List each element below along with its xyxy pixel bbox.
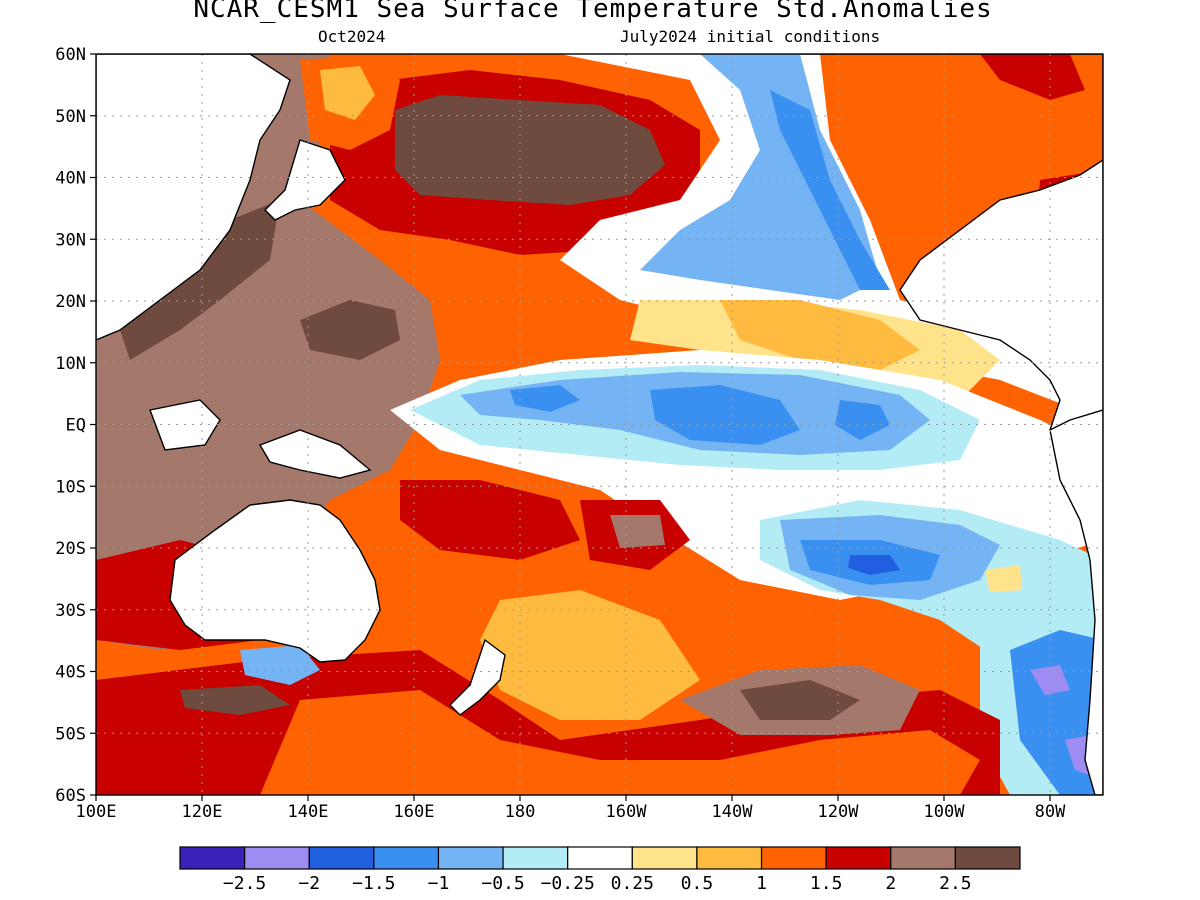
colorbar-label: −1.5	[352, 873, 395, 894]
colorbar: −2.5 −2 −1.5 −1 −0.5 −0.25 0.25 0.5 1 1.5 2 2.5	[179, 846, 1021, 894]
field-midsouth-red-1	[400, 480, 580, 560]
lat-tick-label: 40N	[55, 169, 86, 189]
land-south-america	[1049, 409, 1103, 795]
colorbar-swatch	[502, 846, 569, 870]
lat-tick-label: 30N	[55, 230, 86, 250]
field-west-darkbrown	[110, 200, 280, 360]
longitude-labels: 100E 120E 140E 160E 180 160W 140W 120W 100W 80W	[76, 795, 1066, 822]
field-japan-yellow	[320, 66, 375, 120]
colorbar-label: 0.25	[611, 873, 654, 894]
lat-tick-label: 50S	[55, 724, 86, 744]
field-eq-blue-2	[650, 385, 800, 445]
field-midsouth-brown	[610, 515, 665, 548]
lon-tick-label: 100E	[76, 802, 117, 822]
colorbar-swatch	[825, 846, 892, 870]
field-south-yellow	[480, 590, 700, 720]
land-asia	[96, 54, 291, 341]
lat-tick-label: 60S	[55, 786, 86, 806]
colorbar-label: −1	[428, 873, 450, 894]
lon-tick-label: 160E	[394, 802, 435, 822]
lon-tick-label: 120E	[182, 802, 223, 822]
colorbar-swatch	[308, 846, 375, 870]
colorbar-swatch	[760, 846, 827, 870]
colorbar-swatch	[567, 846, 633, 870]
land-australia	[169, 499, 381, 663]
colorbar-swatch	[631, 846, 698, 870]
lat-tick-label: EQ	[66, 416, 86, 436]
colorbar-label: 2	[885, 873, 896, 894]
colorbar-label: 1	[756, 873, 767, 894]
land-newzealand	[449, 638, 506, 716]
colorbar-swatch	[696, 846, 763, 870]
forecast-month: Oct2024	[318, 27, 386, 46]
lat-tick-label: 20S	[55, 539, 86, 559]
field-se-yellow	[985, 565, 1022, 592]
lat-tick-label: 50N	[55, 107, 86, 127]
lat-tick-label: 10N	[55, 354, 86, 374]
field-south-orange	[260, 690, 980, 795]
land-masses	[96, 54, 1103, 795]
lon-tick-label: 80W	[1035, 802, 1066, 822]
colorbar-swatch	[954, 846, 1021, 870]
land-newguinea	[258, 429, 372, 479]
map-title: NCAR_CESM1 Sea Surface Temperature Std.A…	[193, 0, 993, 24]
field-alaska-red	[980, 54, 1085, 100]
colorbar-label: 0.5	[681, 873, 714, 894]
colorbar-swatch	[373, 846, 440, 870]
field-northpacific-brown	[395, 95, 665, 205]
colorbar-swatch	[890, 846, 956, 870]
land-japan	[264, 139, 346, 221]
graticule	[96, 54, 1103, 795]
field-subtrop-orange	[720, 300, 920, 370]
initial-conditions-label: July2024 initial conditions	[620, 27, 881, 46]
colorbar-swatch	[437, 846, 504, 870]
colorbar-swatch	[244, 846, 310, 870]
lon-tick-label: 180	[505, 802, 536, 822]
lat-tick-label: 10S	[55, 477, 86, 497]
lat-tick-label: 30S	[55, 601, 86, 621]
field-ne-blue	[770, 90, 890, 290]
sst-anomaly-field	[96, 54, 1103, 795]
lat-tick-label: 20N	[55, 292, 86, 312]
field-south-brown-2	[740, 680, 860, 720]
lon-tick-label: 140W	[712, 802, 754, 822]
colorbar-label: −0.25	[541, 873, 595, 894]
field-south-brown-3	[180, 685, 290, 715]
field-chile-lilac	[1030, 665, 1103, 780]
lon-tick-label: 100W	[924, 802, 966, 822]
lon-tick-label: 140E	[288, 802, 329, 822]
colorbar-swatch	[179, 846, 246, 870]
lon-tick-label: 120W	[818, 802, 860, 822]
field-west-darkbrown-2	[300, 300, 400, 360]
colorbar-label: −0.5	[481, 873, 524, 894]
colorbar-label: −2.5	[223, 873, 266, 894]
colorbar-label: 1.5	[810, 873, 843, 894]
field-eq-blue-1	[510, 385, 580, 412]
field-aus-blue	[240, 645, 320, 685]
lat-tick-label: 40S	[55, 663, 86, 683]
colorbar-label: −2	[298, 873, 320, 894]
lon-tick-label: 160W	[606, 802, 648, 822]
colorbar-label: 2.5	[939, 873, 972, 894]
field-eq-blue-3	[835, 400, 890, 440]
lat-tick-label: 60N	[55, 45, 86, 65]
latitude-labels: 60N 50N 40N 30N 20N 10N EQ 10S 20S 30S 40S 50S 60S	[55, 45, 96, 806]
field-se-darkblue	[848, 555, 900, 575]
